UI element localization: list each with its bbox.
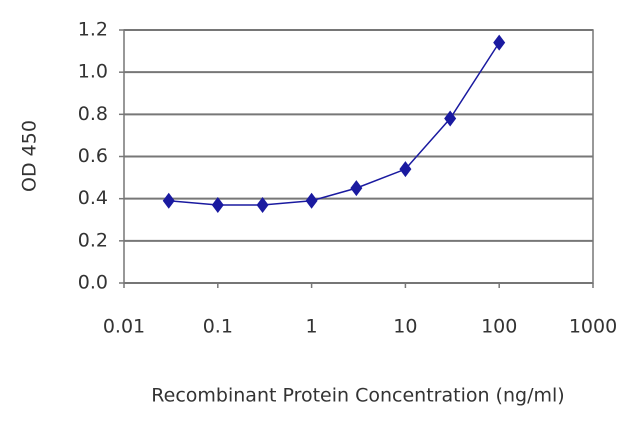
- x-tick-label: 1000: [569, 316, 617, 338]
- y-tick-label: 0.2: [78, 229, 108, 251]
- series-line: [168, 42, 500, 206]
- y-tick-label: 0.6: [78, 145, 108, 167]
- y-tick-label: 0.4: [78, 187, 108, 209]
- y-tick-label: 0.8: [78, 103, 108, 125]
- y-tick-label: 1.0: [78, 61, 108, 83]
- y-axis-label: OD 450: [19, 120, 41, 192]
- x-tick-label: 100: [481, 316, 517, 338]
- data-point: [399, 161, 412, 178]
- data-point: [493, 34, 506, 51]
- y-tick-label: 1.2: [78, 19, 108, 41]
- data-point: [256, 196, 269, 213]
- x-tick-label: 0.01: [103, 316, 145, 338]
- x-tick-label: 1: [306, 316, 318, 338]
- data-point: [350, 180, 363, 197]
- plot-frame: [123, 29, 594, 284]
- y-tick-label: 0.0: [78, 272, 108, 294]
- data-point: [162, 192, 175, 209]
- data-point: [211, 196, 224, 213]
- x-tick-label: 10: [393, 316, 417, 338]
- x-axis-label: Recombinant Protein Concentration (ng/ml…: [151, 385, 564, 407]
- x-tick-label: 0.1: [203, 316, 233, 338]
- data-point: [444, 110, 457, 127]
- data-point: [305, 192, 318, 209]
